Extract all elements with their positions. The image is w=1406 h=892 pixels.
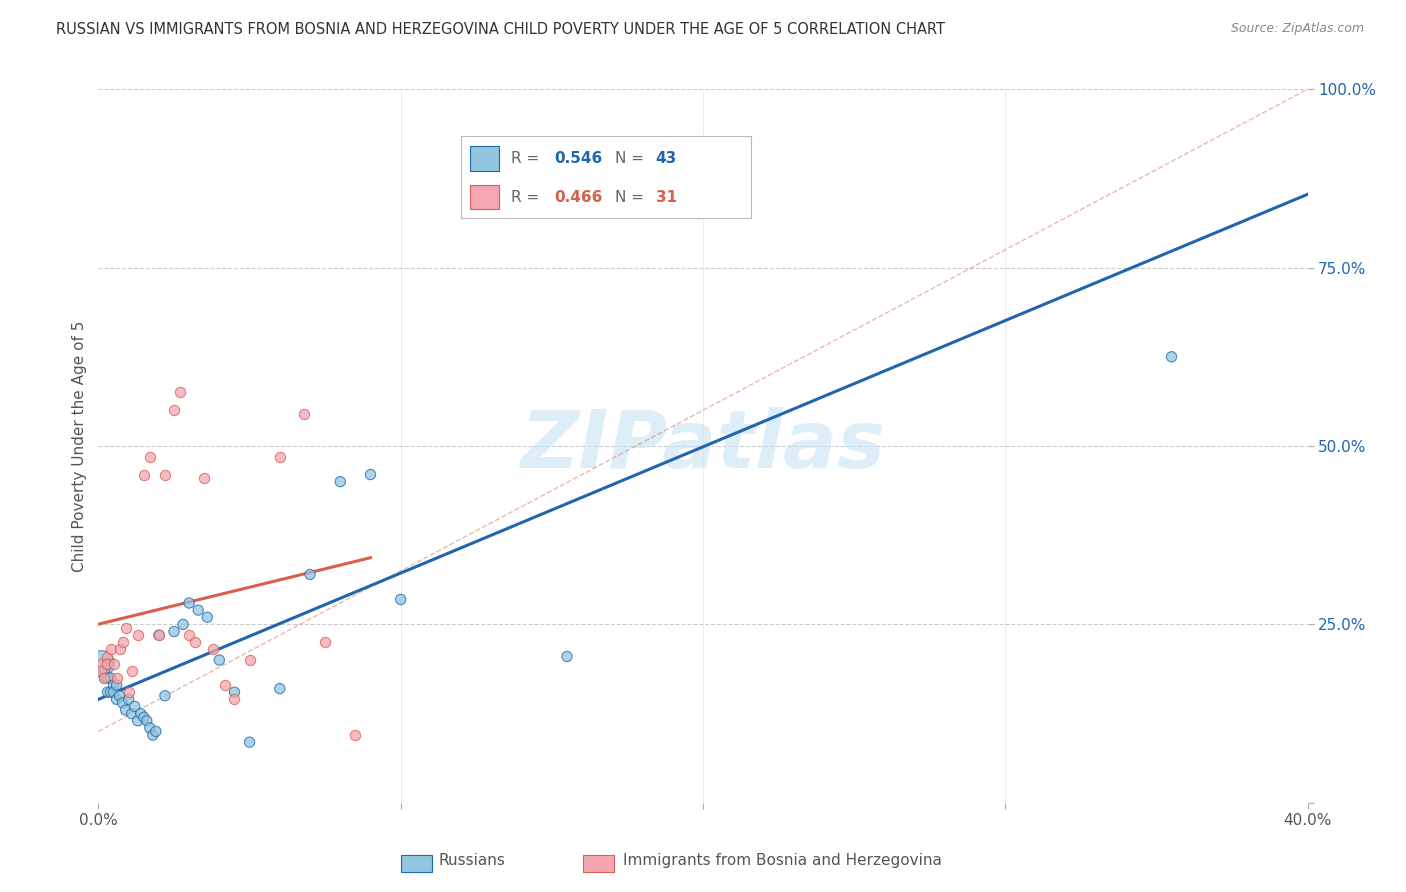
Point <box>169 385 191 400</box>
Text: 0.546: 0.546 <box>554 151 602 166</box>
Point <box>153 467 176 482</box>
Point <box>93 664 115 678</box>
Point <box>139 721 162 735</box>
Point <box>96 649 118 664</box>
Point <box>208 653 231 667</box>
Point <box>96 657 118 671</box>
Text: Immigrants from Bosnia and Herzegovina: Immigrants from Bosnia and Herzegovina <box>623 854 942 868</box>
Point <box>214 678 236 692</box>
Point <box>202 642 225 657</box>
Point <box>135 714 157 728</box>
Point <box>108 642 131 657</box>
Point <box>299 567 322 582</box>
Point <box>105 692 128 706</box>
Point <box>90 664 112 678</box>
Point <box>172 617 194 632</box>
Point <box>132 467 155 482</box>
FancyBboxPatch shape <box>470 185 499 210</box>
Point <box>163 403 186 417</box>
Point <box>93 671 115 685</box>
Text: N =: N = <box>614 190 648 204</box>
Point <box>360 467 382 482</box>
Point <box>195 610 218 624</box>
Point <box>177 596 201 610</box>
Point <box>96 657 118 671</box>
Point <box>111 696 134 710</box>
Text: RUSSIAN VS IMMIGRANTS FROM BOSNIA AND HERZEGOVINA CHILD POVERTY UNDER THE AGE OF: RUSSIAN VS IMMIGRANTS FROM BOSNIA AND HE… <box>56 22 945 37</box>
Point <box>105 678 128 692</box>
Point <box>239 653 262 667</box>
Point <box>148 628 170 642</box>
FancyBboxPatch shape <box>470 146 499 171</box>
Point <box>344 728 367 742</box>
Point <box>127 714 149 728</box>
Point <box>329 475 352 489</box>
Point <box>121 664 143 678</box>
Text: 31: 31 <box>655 190 676 204</box>
Point <box>1160 350 1182 364</box>
Point <box>314 635 336 649</box>
Point <box>103 657 125 671</box>
Point <box>108 689 131 703</box>
Point <box>269 450 291 464</box>
Point <box>114 621 136 635</box>
Point <box>93 671 115 685</box>
Point <box>187 603 209 617</box>
Point <box>193 471 215 485</box>
Text: Russians: Russians <box>439 854 506 868</box>
Point <box>184 635 207 649</box>
Point <box>239 735 262 749</box>
Point <box>153 689 176 703</box>
Point <box>389 592 412 607</box>
Point <box>100 671 122 685</box>
Point <box>103 685 125 699</box>
Y-axis label: Child Poverty Under the Age of 5: Child Poverty Under the Age of 5 <box>72 320 87 572</box>
Text: N =: N = <box>614 151 648 166</box>
Point <box>163 624 186 639</box>
Point <box>127 628 149 642</box>
Point <box>124 699 146 714</box>
Text: R =: R = <box>510 151 544 166</box>
Point <box>292 407 315 421</box>
Point <box>224 692 246 706</box>
Point <box>555 649 578 664</box>
Point <box>114 703 136 717</box>
Point <box>148 628 170 642</box>
Text: R =: R = <box>510 190 544 204</box>
Text: 0.466: 0.466 <box>554 190 602 204</box>
Point <box>142 728 165 742</box>
Point <box>224 685 246 699</box>
Point <box>96 685 118 699</box>
Text: ZIPatlas: ZIPatlas <box>520 407 886 485</box>
Point <box>139 450 162 464</box>
Point <box>177 628 201 642</box>
Point <box>96 671 118 685</box>
Point <box>90 657 112 671</box>
Point <box>105 671 128 685</box>
Point <box>111 635 134 649</box>
Point <box>661 175 683 189</box>
Point <box>100 642 122 657</box>
Point <box>90 657 112 671</box>
Text: Source: ZipAtlas.com: Source: ZipAtlas.com <box>1230 22 1364 36</box>
Point <box>118 685 141 699</box>
Point <box>132 710 155 724</box>
Point <box>269 681 291 696</box>
Point <box>129 706 152 721</box>
Point <box>121 706 143 721</box>
Point <box>145 724 167 739</box>
Point <box>100 685 122 699</box>
Point <box>118 692 141 706</box>
Point <box>103 678 125 692</box>
Text: 43: 43 <box>655 151 676 166</box>
